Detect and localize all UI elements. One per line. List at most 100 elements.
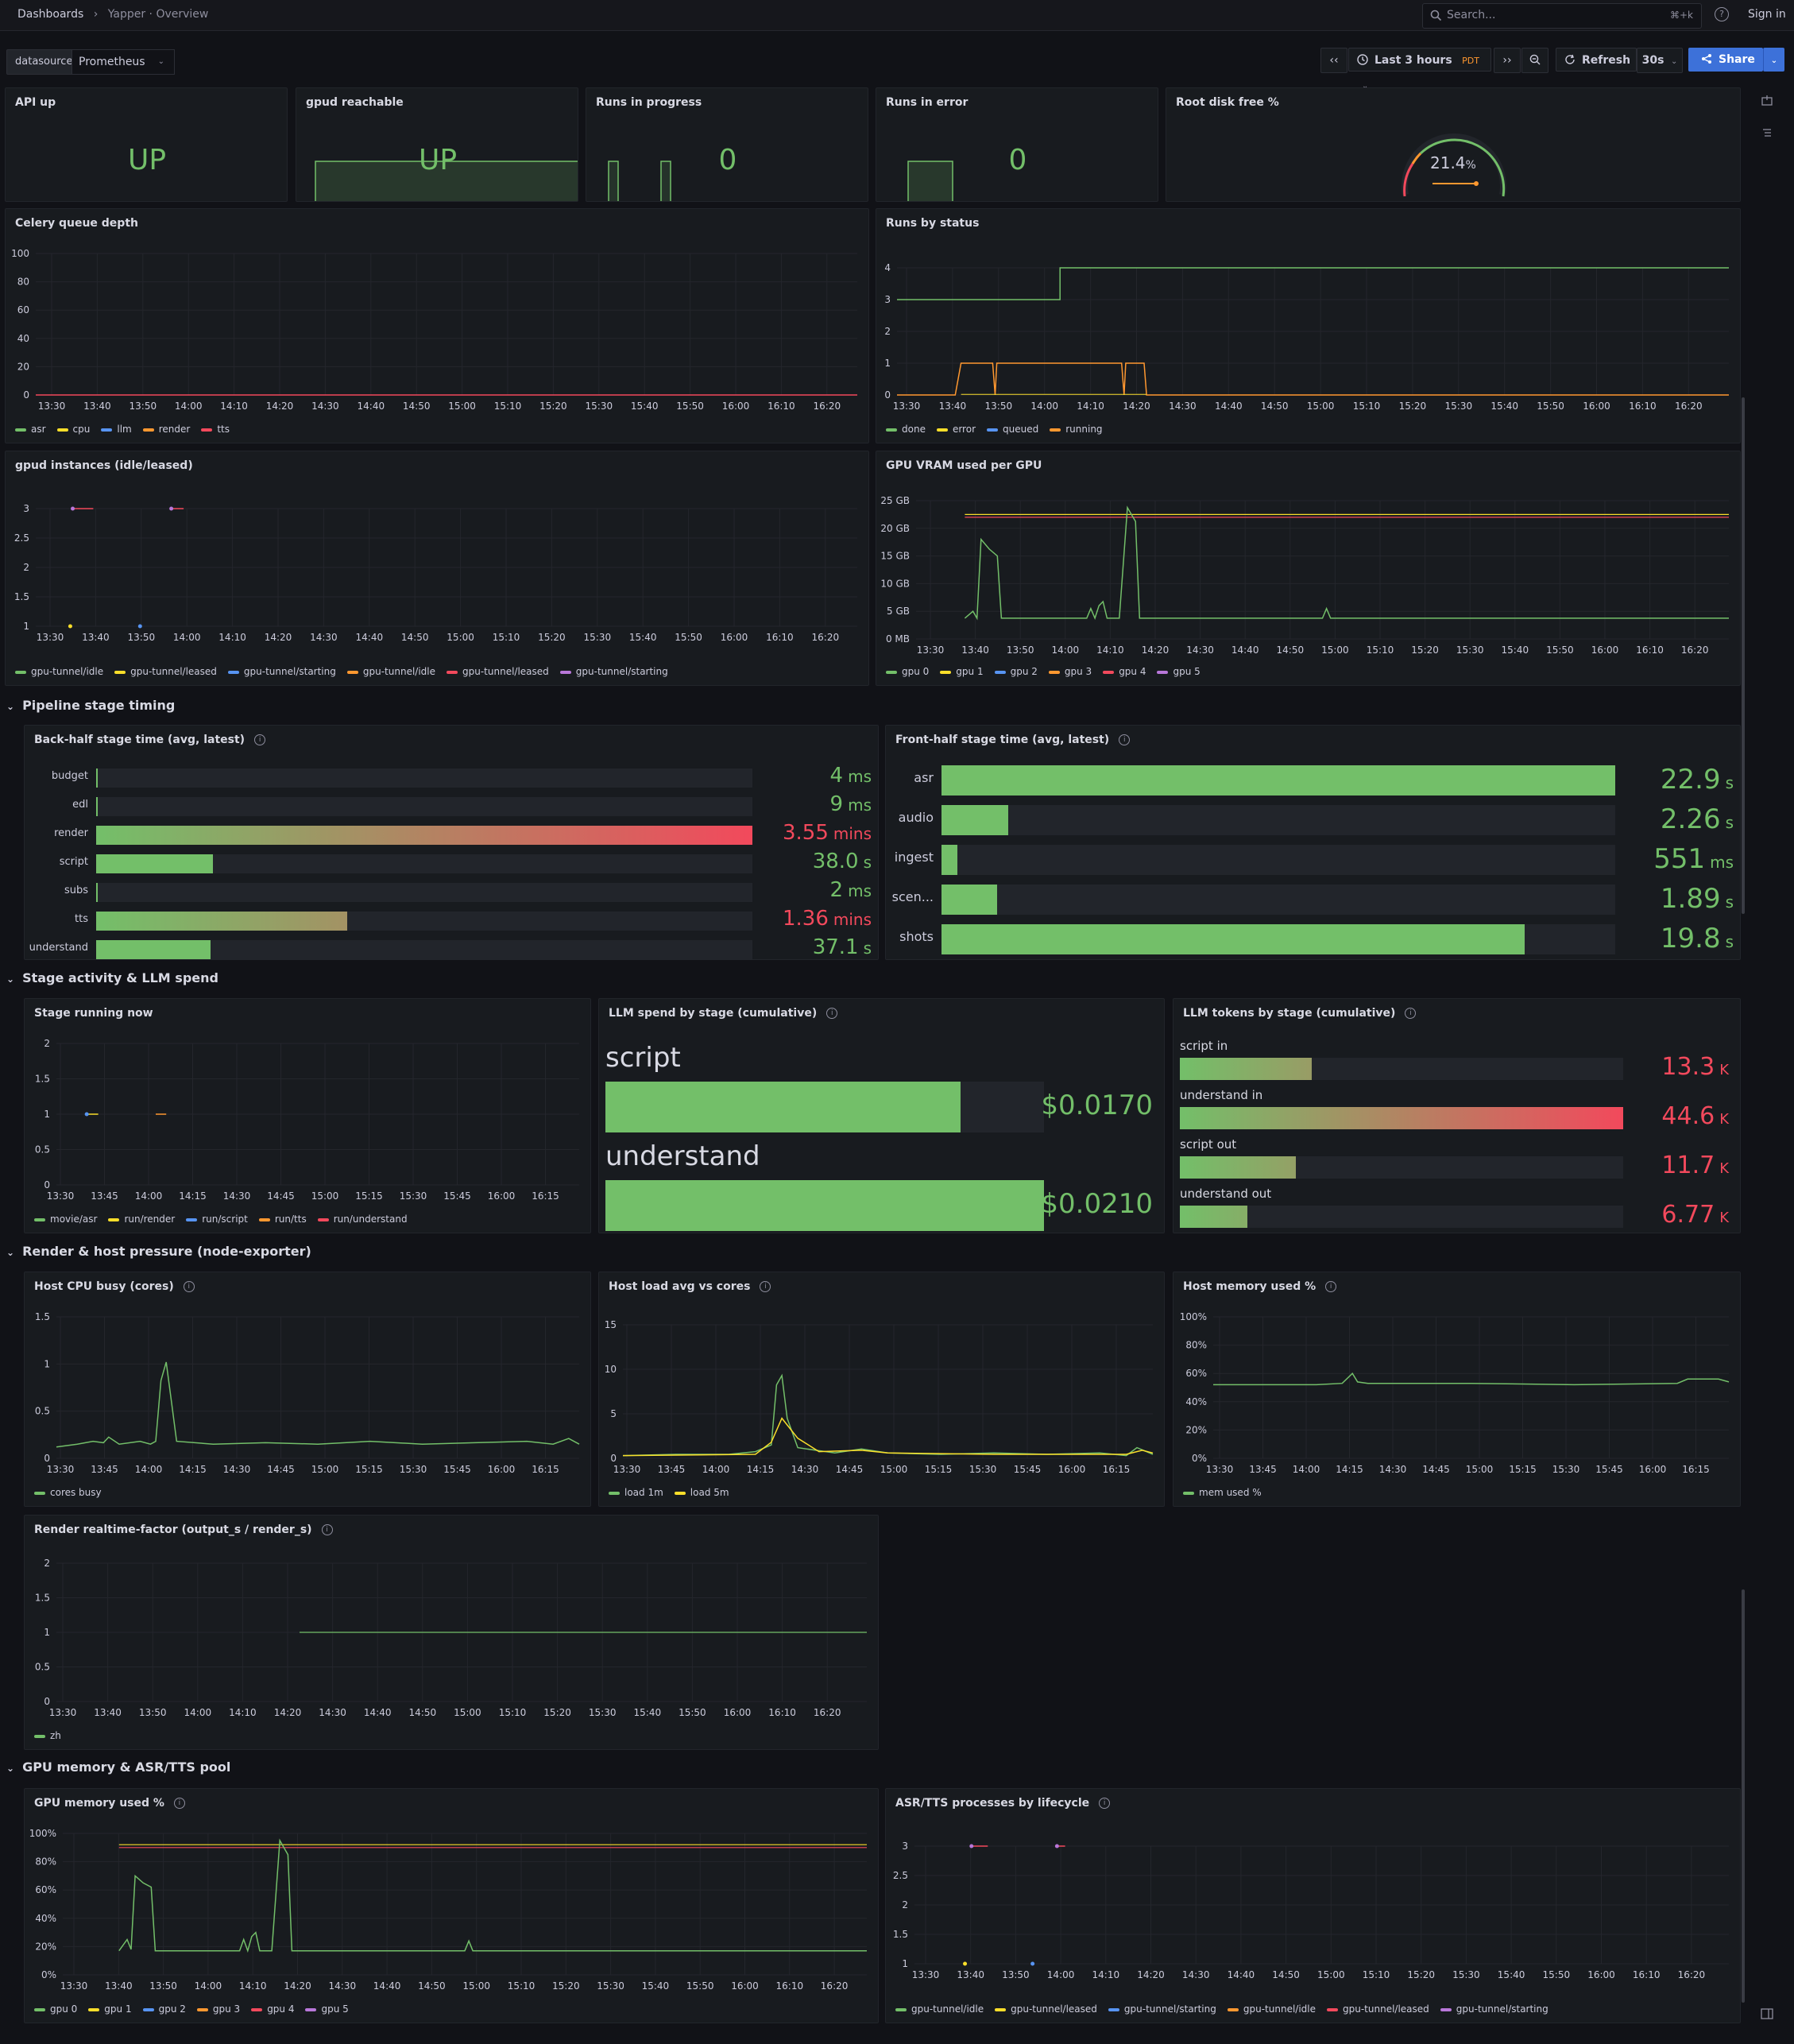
info-icon[interactable]: i bbox=[321, 1524, 333, 1535]
legend-item[interactable]: gpu 3 bbox=[196, 2003, 240, 2015]
legend-swatch bbox=[1183, 1491, 1194, 1495]
legend-item[interactable]: gpu 1 bbox=[88, 2003, 132, 2015]
legend-item[interactable]: gpu-tunnel/idle bbox=[15, 666, 103, 677]
y-tick-label: 0 bbox=[44, 1179, 50, 1190]
row-header-gpu[interactable]: ⌄ GPU memory & ASR/TTS pool bbox=[6, 1759, 230, 1775]
y-tick-label: 1.5 bbox=[893, 1929, 908, 1940]
legend-swatch bbox=[994, 670, 1006, 674]
legend-item[interactable]: gpu 0 bbox=[886, 666, 929, 677]
legend-item[interactable]: asr bbox=[15, 424, 46, 435]
info-icon[interactable]: i bbox=[1325, 1281, 1337, 1292]
time-range-picker[interactable]: Last 3 hours PDT ⌄ bbox=[1348, 48, 1491, 91]
breadcrumb-separator: › bbox=[93, 8, 99, 21]
bar-fill bbox=[96, 768, 99, 788]
x-tick-label: 13:45 bbox=[91, 1190, 118, 1202]
panel-title: Back-half stage time (avg, latest) i bbox=[34, 734, 266, 746]
legend-item[interactable]: render bbox=[142, 424, 190, 435]
legend-item[interactable]: gpu-tunnel/idle bbox=[1227, 2003, 1316, 2015]
legend-item[interactable]: gpu 5 bbox=[305, 2003, 349, 2015]
info-icon[interactable]: i bbox=[173, 1798, 185, 1809]
y-tick-label: 25 GB bbox=[880, 495, 910, 506]
legend-item[interactable]: cores busy bbox=[34, 1487, 102, 1498]
zoom-out-button[interactable] bbox=[1521, 48, 1548, 73]
info-icon[interactable]: i bbox=[1405, 1008, 1417, 1019]
x-tick-label: 14:10 bbox=[218, 632, 246, 643]
legend-item[interactable]: mem used % bbox=[1183, 1487, 1262, 1498]
add-panel-icon[interactable] bbox=[1760, 94, 1776, 110]
bar-value-number: 4 bbox=[829, 764, 844, 788]
legend-item[interactable]: zh bbox=[34, 1730, 61, 1741]
dock-toggle-icon[interactable] bbox=[1760, 2007, 1776, 2023]
legend-item[interactable]: load 5m bbox=[674, 1487, 729, 1498]
info-icon[interactable]: i bbox=[1099, 1798, 1111, 1809]
legend-item[interactable]: run/script bbox=[186, 1214, 248, 1225]
bar-value-number: 551 bbox=[1653, 843, 1706, 875]
sign-in-link[interactable]: Sign in bbox=[1748, 8, 1786, 21]
legend-item[interactable]: gpu 5 bbox=[1157, 666, 1201, 677]
y-tick-label: 2 bbox=[44, 1038, 50, 1049]
legend-item[interactable]: done bbox=[886, 424, 926, 435]
legend-item[interactable]: error bbox=[936, 424, 976, 435]
legend-swatch bbox=[886, 428, 897, 432]
breadcrumb-dashboards[interactable]: Dashboards bbox=[17, 8, 84, 21]
x-tick-label: 16:15 bbox=[1682, 1464, 1710, 1475]
legend-item[interactable]: gpu-tunnel/starting bbox=[227, 666, 336, 677]
legend-item[interactable]: gpu 0 bbox=[34, 2003, 77, 2015]
legend-swatch bbox=[34, 2007, 45, 2011]
share-dropdown-button[interactable]: ⌄ bbox=[1763, 48, 1784, 72]
chevron-left-icon: ‹‹ bbox=[1329, 54, 1339, 67]
legend-item[interactable]: llm bbox=[101, 424, 132, 435]
legend-item[interactable]: gpu 2 bbox=[142, 2003, 186, 2015]
row-header-pipeline[interactable]: ⌄ Pipeline stage timing bbox=[6, 698, 175, 713]
legend-item[interactable]: gpu 1 bbox=[940, 666, 984, 677]
panel-title-text: Render realtime-factor (output_s / rende… bbox=[34, 1523, 312, 1536]
info-icon[interactable]: i bbox=[183, 1281, 195, 1292]
legend-item[interactable]: gpu-tunnel/leased bbox=[114, 666, 217, 677]
legend-item[interactable]: gpu-tunnel/leased bbox=[995, 2003, 1097, 2015]
x-tick-label: 15:50 bbox=[1543, 1969, 1571, 1980]
legend-item[interactable]: tts bbox=[201, 424, 230, 435]
row-header-render[interactable]: ⌄ Render & host pressure (node-exporter) bbox=[6, 1244, 311, 1259]
legend-item[interactable]: gpu-tunnel/starting bbox=[1440, 2003, 1548, 2015]
legend-item[interactable]: gpu-tunnel/leased bbox=[1327, 2003, 1429, 2015]
datasource-variable-select[interactable]: Prometheus ⌄ bbox=[72, 49, 175, 75]
legend-item[interactable]: gpu-tunnel/starting bbox=[1108, 2003, 1216, 2015]
y-tick-label: 80% bbox=[1185, 1340, 1207, 1351]
legend-item[interactable]: run/understand bbox=[317, 1214, 408, 1225]
info-icon[interactable]: i bbox=[760, 1281, 771, 1292]
legend-item[interactable]: gpu 4 bbox=[251, 2003, 294, 2015]
info-icon[interactable]: i bbox=[254, 734, 266, 745]
refresh-button[interactable]: Refresh bbox=[1556, 48, 1637, 72]
legend-item[interactable]: gpu 2 bbox=[994, 666, 1038, 677]
legend-label: llm bbox=[117, 424, 132, 435]
legend-item[interactable]: run/tts bbox=[258, 1214, 307, 1225]
legend-item[interactable]: gpu-tunnel/idle bbox=[895, 2003, 984, 2015]
y-tick-label: 40% bbox=[35, 1913, 56, 1924]
info-icon[interactable]: i bbox=[1119, 734, 1131, 745]
help-icon[interactable]: ? bbox=[1715, 7, 1729, 21]
x-tick-label: 15:00 bbox=[311, 1464, 339, 1475]
outline-icon[interactable] bbox=[1760, 126, 1776, 141]
legend-item[interactable]: gpu-tunnel/idle bbox=[346, 666, 435, 677]
share-button[interactable]: Share bbox=[1688, 48, 1763, 72]
row-header-activity[interactable]: ⌄ Stage activity & LLM spend bbox=[6, 970, 218, 985]
legend-item[interactable]: run/render bbox=[108, 1214, 175, 1225]
time-shift-back-button[interactable]: ‹‹ bbox=[1320, 48, 1347, 73]
legend-item[interactable]: running bbox=[1050, 424, 1103, 435]
legend-item[interactable]: movie/asr bbox=[34, 1214, 97, 1225]
scrollbar-thumb-lower[interactable] bbox=[1742, 1589, 1745, 2003]
bar-value-unit: ms bbox=[848, 796, 872, 815]
scrollbar-thumb[interactable] bbox=[1742, 397, 1745, 914]
legend-item[interactable]: cpu bbox=[56, 424, 90, 435]
legend-item[interactable]: gpu-tunnel/leased bbox=[447, 666, 549, 677]
time-shift-forward-button[interactable]: ›› bbox=[1494, 48, 1521, 73]
info-icon[interactable]: i bbox=[826, 1008, 838, 1019]
legend-item[interactable]: queued bbox=[987, 424, 1038, 435]
legend-item[interactable]: gpu 4 bbox=[1103, 666, 1146, 677]
legend-item[interactable]: load 1m bbox=[609, 1487, 663, 1498]
legend-item[interactable]: gpu 3 bbox=[1048, 666, 1092, 677]
refresh-interval-select[interactable]: 30s ⌄ bbox=[1637, 48, 1683, 73]
search-input[interactable]: Search... ⌘+k bbox=[1422, 3, 1702, 29]
legend-item[interactable]: gpu-tunnel/starting bbox=[559, 666, 668, 677]
bar-fill bbox=[96, 912, 348, 931]
